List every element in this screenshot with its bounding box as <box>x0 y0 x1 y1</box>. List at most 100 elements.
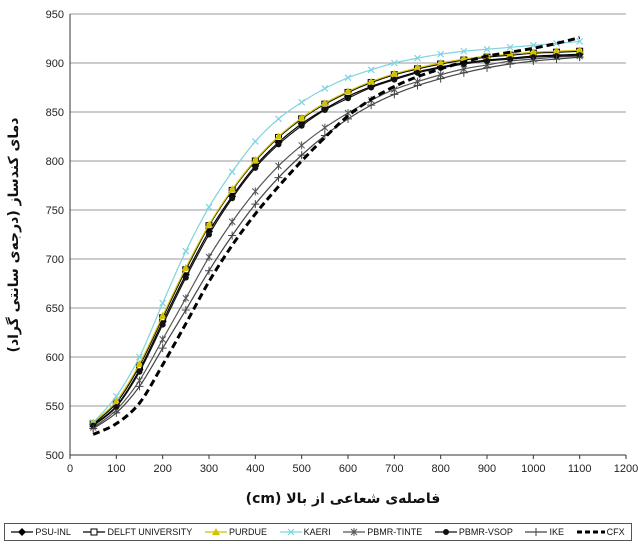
x-tick-label: 1100 <box>568 463 592 475</box>
legend-item: DELFT UNIVERSITY <box>83 527 192 537</box>
data-point <box>320 99 329 107</box>
data-point <box>159 335 167 344</box>
data-point <box>367 77 376 85</box>
data-point <box>251 187 259 196</box>
y-axis-title: دمای کندساز (درجه‌ی سانتی گراد) <box>5 118 22 353</box>
data-point <box>552 47 561 55</box>
data-point <box>321 85 329 92</box>
data-point <box>483 45 491 53</box>
data-point <box>251 200 260 209</box>
data-point <box>205 203 213 211</box>
series-cfx <box>92 36 581 436</box>
legend-marker <box>211 528 220 535</box>
legend-swatch <box>576 530 605 534</box>
series-pbmr-tinte <box>89 52 584 432</box>
data-point <box>228 168 236 176</box>
data-point <box>576 38 584 45</box>
x-tick-label: 500 <box>292 463 310 475</box>
legend-label: IKE <box>549 527 564 537</box>
data-point <box>414 54 421 62</box>
data-point <box>89 424 98 433</box>
series-line <box>92 56 580 430</box>
data-point <box>459 68 468 77</box>
legend-marker <box>287 528 295 536</box>
x-tick-label: 700 <box>385 463 403 475</box>
data-point <box>367 101 376 110</box>
data-point <box>437 50 445 58</box>
legend-label: CFX <box>606 527 625 537</box>
data-point <box>483 63 491 72</box>
data-point <box>321 107 328 114</box>
y-tick-label: 550 <box>46 401 64 413</box>
data-point <box>575 46 584 54</box>
data-point <box>552 55 561 64</box>
x-tick-label: 1200 <box>614 463 638 475</box>
x-tick-labels: 0 100 200 300 400 500 600 700 800 900 1000 1100 1200 <box>67 455 638 475</box>
x-axis-title: فاصله‌ی شعاعی از بالا (cm) <box>246 491 441 507</box>
data-point <box>368 84 375 91</box>
legend-swatch <box>343 528 366 536</box>
legend-item: PBMR-VSOP <box>434 527 513 537</box>
series-purdue <box>89 46 584 426</box>
data-point <box>390 59 398 67</box>
data-point <box>182 247 190 255</box>
data-point <box>159 321 166 328</box>
legend-marker <box>350 528 358 536</box>
data-point <box>414 69 421 76</box>
data-point <box>274 173 283 182</box>
legend-item: IKE <box>525 527 564 537</box>
data-point <box>298 122 305 129</box>
legend-item: PURDUE <box>204 527 267 537</box>
data-point <box>182 274 189 281</box>
legend-swatch <box>525 528 548 536</box>
legend-label: PURDUE <box>228 527 267 537</box>
data-point <box>436 74 445 83</box>
data-point <box>297 151 306 160</box>
x-tick-label: 1000 <box>521 463 545 475</box>
series-line <box>92 55 580 429</box>
legend-label: PSU-INL <box>35 527 71 537</box>
legend-swatch <box>83 528 106 536</box>
data-point <box>275 115 282 123</box>
data-point <box>390 90 399 99</box>
x-tick-label: 200 <box>153 463 171 475</box>
data-point <box>205 220 213 228</box>
data-point <box>344 74 352 82</box>
data-point <box>135 359 144 367</box>
y-tick-label: 950 <box>46 9 64 21</box>
data-point <box>252 164 259 171</box>
data-point <box>391 76 398 83</box>
line-chart: 500 550 600 650 700 750 800 850 900 950 0 100 200 30… <box>5 9 638 507</box>
data-point <box>506 43 514 51</box>
y-tick-labels: 500 550 600 650 700 750 800 850 900 950 <box>46 9 64 462</box>
y-tick-label: 850 <box>46 107 64 119</box>
legend-item: PBMR-TINTE <box>343 527 422 537</box>
series-line <box>92 40 580 424</box>
data-point <box>159 299 167 307</box>
y-tick-label: 500 <box>46 450 64 462</box>
data-point <box>413 63 422 71</box>
data-point <box>251 156 260 164</box>
x-tick-label: 600 <box>339 463 357 475</box>
legend-label: DELFT UNIVERSITY <box>107 527 193 537</box>
data-point <box>275 141 282 148</box>
data-point <box>436 59 445 66</box>
data-point <box>413 81 422 90</box>
data-point <box>507 56 514 63</box>
data-point <box>298 98 306 106</box>
data-point <box>344 87 352 95</box>
data-point <box>297 113 306 121</box>
data-point <box>205 253 213 262</box>
legend: PSU-INL DELFT UNIVERSITY PURDUE KAERI PBMR-T… <box>4 523 632 541</box>
data-point <box>529 48 538 56</box>
series-line <box>92 53 580 426</box>
data-point <box>136 368 143 375</box>
legend-marker <box>18 528 27 536</box>
data-point <box>575 53 584 62</box>
y-tick-label: 700 <box>46 254 64 266</box>
x-tick-label: 300 <box>200 463 218 475</box>
data-point <box>135 382 144 391</box>
data-point <box>298 141 306 150</box>
data-point <box>182 294 190 303</box>
legend-label: PBMR-VSOP <box>458 527 513 537</box>
